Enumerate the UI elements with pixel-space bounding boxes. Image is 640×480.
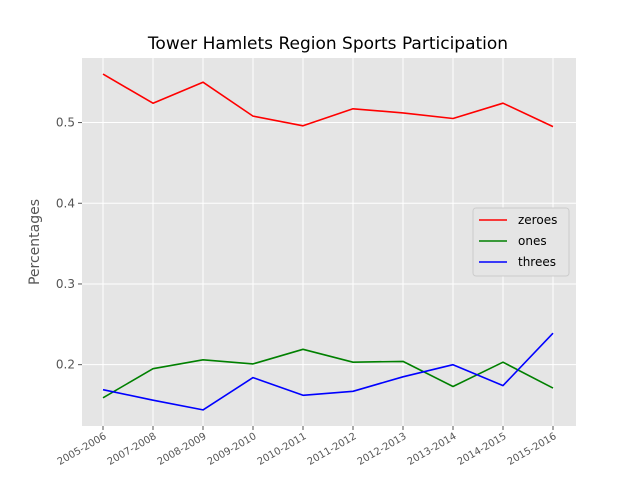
legend-label-threes: threes <box>518 255 556 269</box>
y-tick-label: 0.4 <box>56 196 75 210</box>
x-tick-label: 2010-2011 <box>256 431 309 468</box>
x-tick-label: 2013-2014 <box>406 431 459 468</box>
x-tick-label: 2015-2016 <box>506 431 559 468</box>
x-axis-ticks: 2005-20062007-20082008-20092009-20102010… <box>56 426 559 468</box>
y-axis-label: Percentages <box>27 199 43 285</box>
y-axis-ticks: 0.2 0.3 0.4 0.5 <box>56 116 82 372</box>
y-tick-label: 0.5 <box>56 116 75 130</box>
x-tick-label: 2007-2008 <box>106 431 159 468</box>
y-tick-label: 0.2 <box>56 358 75 372</box>
legend-box <box>472 207 570 277</box>
grid <box>82 58 576 426</box>
x-tick-label: 2008-2009 <box>156 431 209 468</box>
y-tick-label: 0.3 <box>56 277 75 291</box>
chart-title: Tower Hamlets Region Sports Participatio… <box>147 34 508 54</box>
x-tick-label: 2011-2012 <box>306 431 359 468</box>
legend-label-zeroes: zeroes <box>518 213 557 227</box>
series-line-threes <box>102 332 554 411</box>
x-tick-label: 2005-2006 <box>56 431 109 468</box>
x-tick-label: 2014-2015 <box>456 431 509 468</box>
series-lines <box>102 73 554 411</box>
x-tick-label: 2009-2010 <box>206 431 259 468</box>
legend: zeroes ones threes <box>472 207 570 277</box>
x-tick-label: 2012-2013 <box>356 431 409 468</box>
legend-label-ones: ones <box>518 234 547 248</box>
series-line-zeroes <box>102 73 554 128</box>
